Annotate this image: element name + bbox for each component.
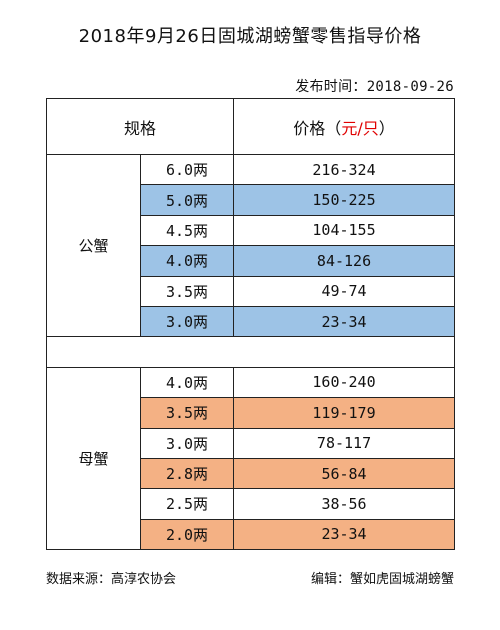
header-spec: 规格	[45, 98, 235, 155]
size-cell: 3.0两	[139, 427, 235, 459]
table-row: 5.0两 150-225	[47, 184, 456, 216]
table-row: 公蟹 6.0两 216-324	[46, 153, 456, 338]
size-cell: 2.5两	[139, 488, 235, 520]
price-cell: 56-84	[233, 457, 456, 490]
price-cell: 216-324	[233, 153, 456, 186]
table-row: 4.5两 104-155	[47, 214, 456, 247]
publish-label: 发布时间：	[295, 79, 367, 95]
female-crab-label: 母蟹	[46, 366, 141, 551]
size-cell: 2.8两	[139, 457, 235, 490]
document-title: 2018年9月26日固城湖螃蟹零售指导价格	[78, 26, 422, 47]
header-row: 规格 价格（元/只）	[45, 98, 456, 155]
publish-date-value: 2018-09-26	[366, 79, 454, 95]
table-row: 2.5两 38-56	[47, 488, 456, 520]
price-cell: 78-117	[233, 427, 456, 459]
table-row: 2.8两 56-84	[47, 457, 456, 490]
price-cell: 150-225	[233, 184, 456, 216]
size-cell: 3.5两	[139, 275, 235, 307]
spacer-row	[45, 336, 456, 368]
table-row: 3.5两 119-179	[47, 397, 456, 429]
male-crab-label: 公蟹	[46, 153, 141, 338]
price-cell: 84-126	[233, 245, 456, 277]
size-cell: 2.0两	[139, 518, 235, 551]
price-cell: 38-56	[233, 488, 456, 520]
spacer-cell	[45, 336, 456, 368]
size-cell: 4.0两	[139, 245, 235, 277]
price-cell: 23-34	[233, 518, 456, 551]
size-cell: 4.0两	[139, 366, 235, 399]
table-row: 3.5两 49-74	[47, 275, 456, 307]
size-cell: 6.0两	[139, 153, 235, 186]
size-cell: 3.5两	[139, 397, 235, 429]
size-cell: 3.0两	[139, 305, 235, 338]
table-row: 母蟹 4.0两 160-240	[46, 366, 456, 551]
table-row: 4.0两 84-126	[47, 245, 456, 277]
header-price-unit: 元/只	[341, 118, 379, 138]
editor-credit: 编辑：蟹如虎固城湖螃蟹	[310, 572, 454, 587]
publish-date: 发布时间：2018-09-26	[295, 76, 454, 96]
data-source: 数据来源：高淳农协会	[46, 572, 177, 587]
table-row: 2.0两 23-34	[47, 518, 456, 551]
header-price-suffix: ）	[378, 118, 395, 138]
price-cell: 160-240	[233, 366, 456, 399]
price-table: 规格 价格（元/只） 公蟹 6.0两 216-324 5.0两 150-225 …	[45, 98, 456, 551]
header-price-label: 价格（	[293, 118, 342, 138]
price-cell: 119-179	[233, 397, 456, 429]
price-cell: 23-34	[233, 305, 456, 338]
price-cell: 104-155	[233, 214, 456, 247]
size-cell: 5.0两	[139, 184, 235, 216]
price-cell: 49-74	[233, 275, 456, 307]
header-price: 价格（元/只）	[233, 98, 456, 155]
table-row: 3.0两 23-34	[47, 305, 456, 338]
size-cell: 4.5两	[139, 214, 235, 247]
